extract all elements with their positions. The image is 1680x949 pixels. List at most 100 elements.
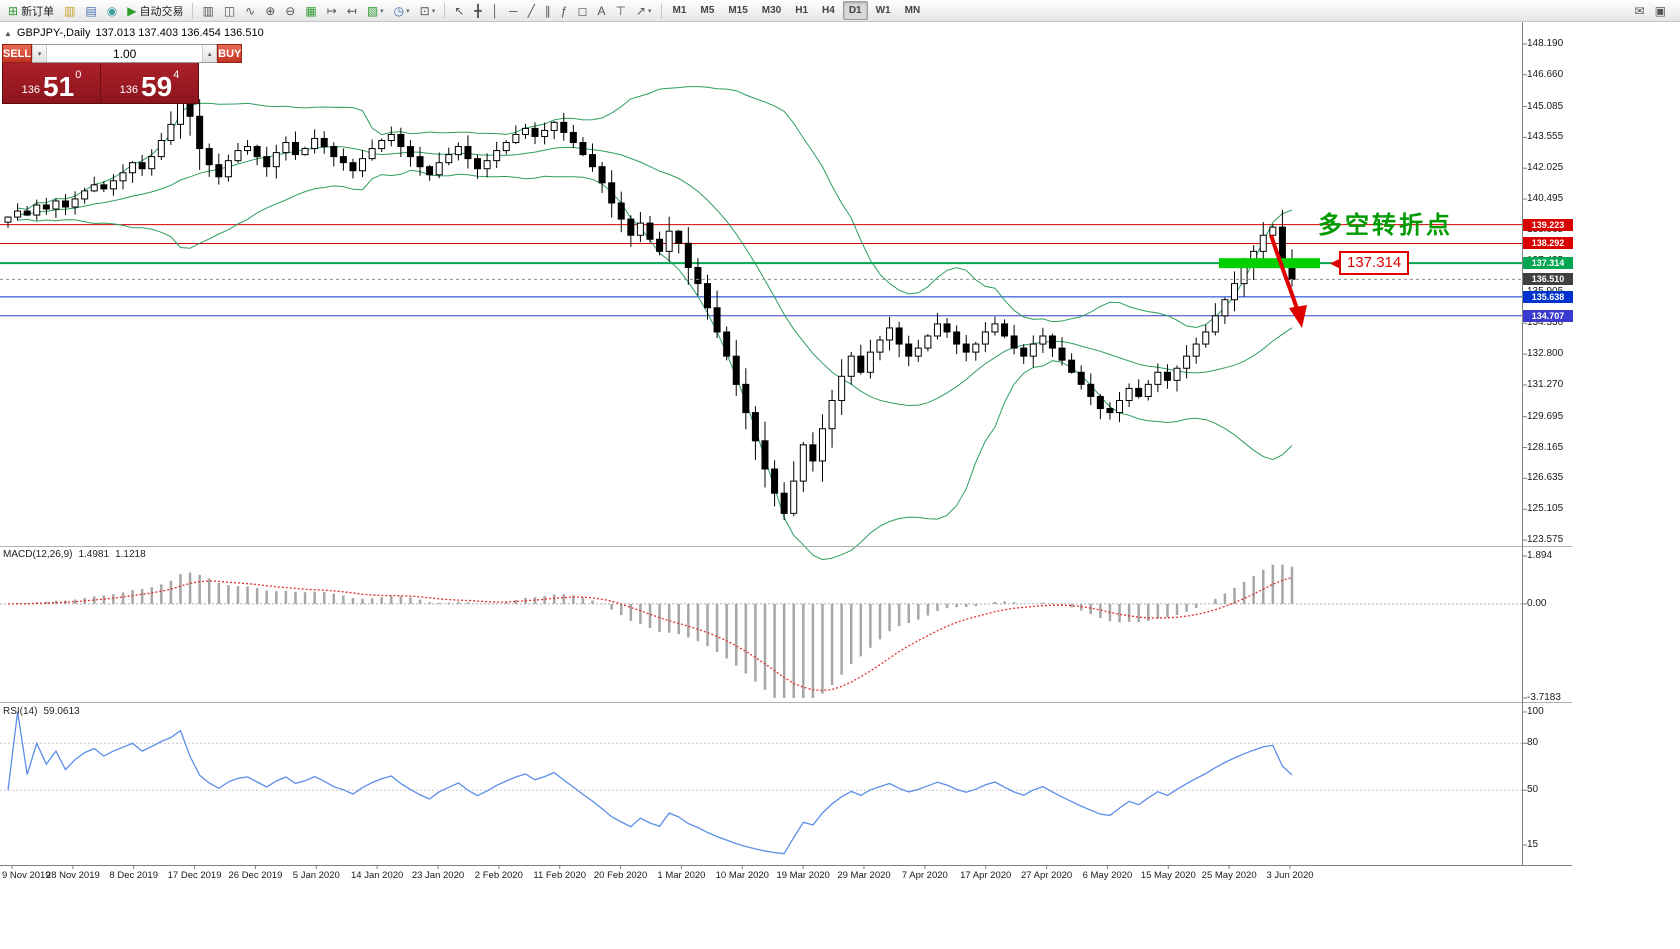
turning-point-annotation[interactable]: 多空转折点: [1318, 212, 1453, 239]
vertical-line-button[interactable]: │: [488, 1, 504, 20]
auto-scroll-icon: ↦: [326, 3, 337, 18]
fibonacci-button[interactable]: ƒ: [557, 1, 572, 20]
dropdown-arrow-icon: ▾: [647, 7, 652, 15]
ask-pip: 4: [173, 69, 180, 81]
horizontal-line-button[interactable]: ─: [505, 1, 522, 20]
web-button[interactable]: ◉: [103, 1, 121, 20]
timeframe-m15-button[interactable]: M15: [728, 5, 748, 16]
new-order-button-label: 新订单: [21, 5, 55, 18]
channel-button[interactable]: ∥: [541, 1, 555, 20]
layout-button[interactable]: ▣: [1651, 1, 1670, 20]
line-chart-button[interactable]: ∿: [241, 1, 259, 20]
macd-title: MACD(12,26,9): [3, 549, 73, 560]
text-button[interactable]: A: [593, 1, 609, 20]
arrows-button[interactable]: ↗ ▾: [632, 1, 656, 20]
trendline-icon: ╱: [527, 3, 535, 18]
shapes-icon: ◻: [577, 3, 588, 18]
timeframe-m1-button[interactable]: M1: [672, 5, 687, 16]
volume-increase-button[interactable]: ▴: [202, 45, 218, 62]
candlestick-button[interactable]: ◫: [220, 1, 239, 20]
label-icon: ⊤: [615, 3, 626, 18]
new-chart-button[interactable]: ▧ ▾: [363, 1, 388, 20]
collapse-icon[interactable]: ▲: [4, 28, 12, 38]
buy-button[interactable]: BUY: [217, 44, 243, 63]
fibonacci-icon: ƒ: [560, 3, 568, 18]
ask-big-figure: 136: [119, 84, 139, 96]
profiles-button[interactable]: ▤: [81, 1, 100, 20]
chart-canvas[interactable]: [0, 22, 1680, 949]
timeframe-h4-button[interactable]: H4: [822, 5, 835, 16]
dropdown-arrow-icon: ▾: [431, 7, 436, 15]
trade-controls-row: SELL ▾ ▴ BUY: [2, 44, 243, 63]
macd-main-value: 1.4981: [78, 549, 110, 560]
cursor-icon: ↖: [454, 3, 465, 18]
cursor-button[interactable]: ↖: [450, 1, 468, 20]
dropdown-arrow-icon: ▾: [380, 7, 384, 15]
charts-icon: ▥: [64, 3, 76, 18]
callout-arrow-icon: ◀: [1330, 255, 1340, 270]
chat-icon: ✉: [1634, 3, 1645, 18]
charts-button[interactable]: ▥: [60, 1, 79, 20]
horizontal-line-icon: ─: [509, 3, 518, 18]
symbol-title: GBPJPY-,Daily: [16, 27, 91, 39]
timeframe-d1-button[interactable]: D1: [842, 1, 868, 20]
rsi-value: 59.0613: [43, 706, 80, 717]
layout-icon: ▣: [1654, 3, 1666, 18]
template-icon: ⊡: [419, 3, 430, 18]
toolbar-separator: [660, 2, 662, 19]
timeframe-h1-button[interactable]: H1: [795, 5, 809, 16]
volume-control: ▾ ▴: [32, 44, 218, 63]
autotrading-button[interactable]: ▶ 自动交易: [123, 1, 187, 20]
toolbar-separator: [192, 2, 194, 19]
rsi-title: RSI(14): [3, 706, 38, 717]
volume-decrease-button[interactable]: ▾: [32, 45, 48, 62]
price-callout[interactable]: ◀ 137.314: [1330, 251, 1410, 275]
bar-chart-button[interactable]: ▥: [198, 1, 217, 20]
bid-price[interactable]: 136 51 0: [3, 63, 100, 103]
timeframe-m30-button[interactable]: M30: [761, 5, 782, 16]
volume-input[interactable]: [47, 45, 203, 62]
timeframe-mn-button[interactable]: MN: [904, 5, 921, 16]
shapes-button[interactable]: ◻: [573, 1, 591, 20]
channel-icon: ∥: [544, 3, 551, 18]
crosshair-icon: ╋: [474, 3, 482, 18]
dropdown-arrow-icon: ▾: [406, 7, 410, 15]
line-chart-icon: ∿: [245, 3, 256, 18]
bid-ask-row: 136 51 0 136 59 4: [2, 63, 199, 104]
candlestick-icon: ◫: [223, 3, 236, 18]
new-order-icon: ⊞: [8, 3, 19, 18]
bid-points: 51: [43, 70, 75, 102]
timeframe-w1-button[interactable]: W1: [875, 5, 891, 16]
periods-button[interactable]: ◷ ▾: [390, 1, 414, 20]
zoom-in-button[interactable]: ⊕: [261, 1, 279, 20]
toolbar-right-group: ✉ ▣: [1630, 1, 1671, 20]
new-order-button[interactable]: ⊞ 新订单: [4, 1, 58, 20]
tile-windows-icon: ▦: [305, 3, 317, 18]
tile-windows-button[interactable]: ▦: [301, 1, 320, 20]
auto-scroll-button[interactable]: ↦: [323, 1, 341, 20]
zoom-out-button[interactable]: ⊖: [281, 1, 299, 20]
callout-price-label: 137.314: [1339, 251, 1410, 275]
label-button[interactable]: ⊤: [611, 1, 629, 20]
zoom-out-icon: ⊖: [285, 3, 296, 18]
bar-chart-icon: ▥: [202, 3, 214, 18]
autotrading-button-label: 自动交易: [139, 5, 184, 18]
zoom-in-icon: ⊕: [265, 3, 276, 18]
chat-button[interactable]: ✉: [1631, 1, 1649, 20]
autotrade-play-icon: ▶: [127, 3, 137, 18]
macd-signal-value: 1.1218: [115, 549, 146, 560]
templates-button[interactable]: ⊡ ▾: [416, 1, 440, 20]
ask-price[interactable]: 136 59 4: [101, 63, 198, 103]
chart-shift-button[interactable]: ↤: [343, 1, 361, 20]
ask-points: 59: [141, 70, 173, 102]
timeframe-m5-button[interactable]: M5: [700, 5, 715, 16]
new-chart-icon: ▧: [366, 3, 379, 18]
globe-icon: ◉: [106, 3, 118, 18]
toolbar-separator: [444, 2, 446, 19]
macd-indicator-label: MACD(12,26,9) 1.4981 1.1218: [3, 549, 146, 560]
crosshair-button[interactable]: ╋: [470, 1, 485, 20]
sell-button[interactable]: SELL: [2, 44, 33, 63]
trendline-button[interactable]: ╱: [524, 1, 539, 20]
symbol-header: ▲ GBPJPY-,Daily 137.013 137.403 136.454 …: [4, 27, 264, 39]
arrows-icon: ↗: [635, 3, 646, 18]
